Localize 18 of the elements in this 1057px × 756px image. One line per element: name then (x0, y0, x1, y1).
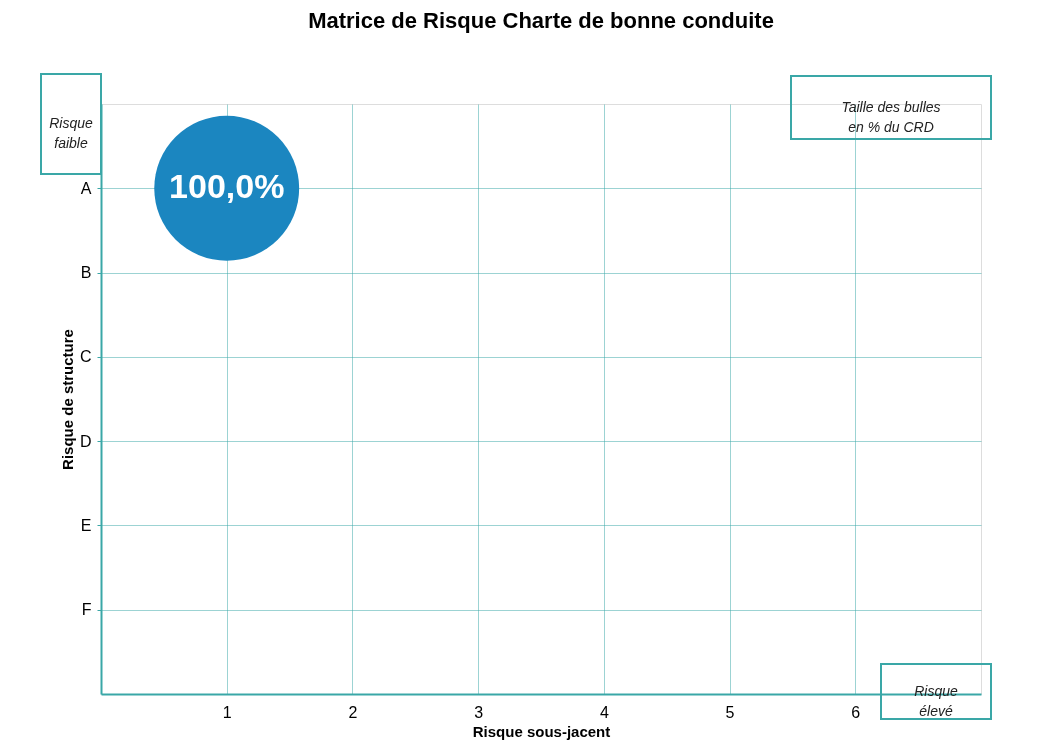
x-tick-label: 6 (851, 703, 861, 721)
data-label: 100,0% (169, 167, 285, 206)
chart-title: Matrice de Risque Charte de bonne conduite (308, 8, 774, 33)
x-tick-label: 4 (599, 703, 609, 721)
x-tick-label: 5 (725, 703, 735, 721)
y-tick-label: E (80, 516, 92, 534)
x-tick-label: 3 (474, 703, 484, 721)
y-axis-title: Risque de structure (58, 329, 76, 470)
y-tick-label: C (79, 348, 92, 366)
x-tick-label: 1 (222, 703, 232, 721)
y-tick-label: B (80, 264, 92, 282)
x-tick-label: 2 (348, 703, 358, 721)
x-axis-title: Risque sous-jacent (472, 722, 611, 740)
text: Risque faible (49, 115, 93, 151)
y-tick-label: D (79, 432, 92, 450)
y-tick-label: A (80, 179, 92, 197)
annotation: Taille des bulles en % du CRD (841, 98, 941, 135)
y-tick-label: F (81, 601, 92, 619)
